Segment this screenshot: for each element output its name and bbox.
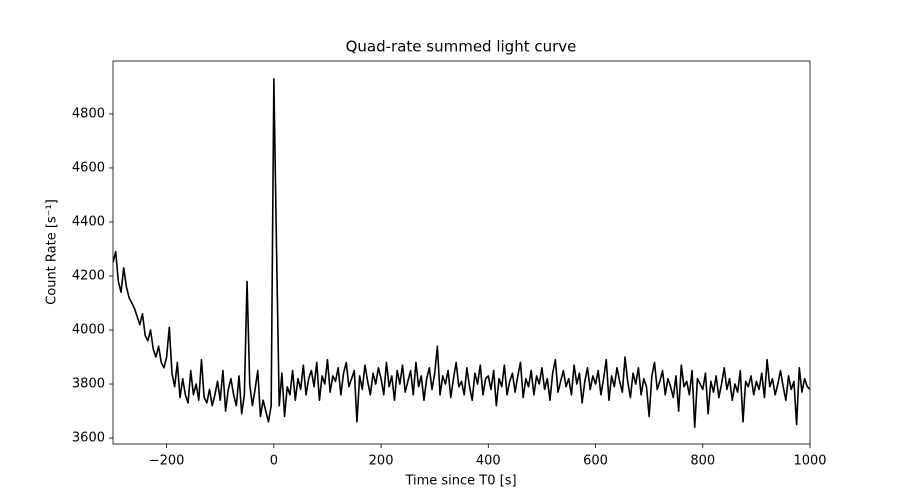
chart-title: Quad-rate summed light curve [346, 38, 577, 56]
series-line [113, 78, 810, 429]
x-tick-label: 200 [369, 454, 394, 469]
plot-frame [112, 60, 811, 445]
y-tick-label: 4800 [72, 106, 105, 121]
y-tick-label: 4400 [72, 214, 105, 229]
x-tick-label: −200 [149, 454, 185, 469]
x-tick-label: 1000 [793, 454, 826, 469]
x-tick-label: 600 [583, 454, 608, 469]
y-tick-label: 3600 [72, 431, 105, 446]
y-tick-label: 3800 [72, 377, 105, 392]
y-tick-label: 4000 [72, 323, 105, 338]
x-axis-label: Time since T0 [s] [404, 474, 516, 489]
y-tick-label: 4600 [72, 160, 105, 175]
y-tick-label: 4200 [72, 268, 105, 283]
x-tick-label: 400 [476, 454, 501, 469]
y-axis-label: Count Rate [s⁻¹] [45, 199, 60, 305]
x-tick-label: 800 [690, 454, 715, 469]
x-tick-label: 0 [270, 454, 278, 469]
